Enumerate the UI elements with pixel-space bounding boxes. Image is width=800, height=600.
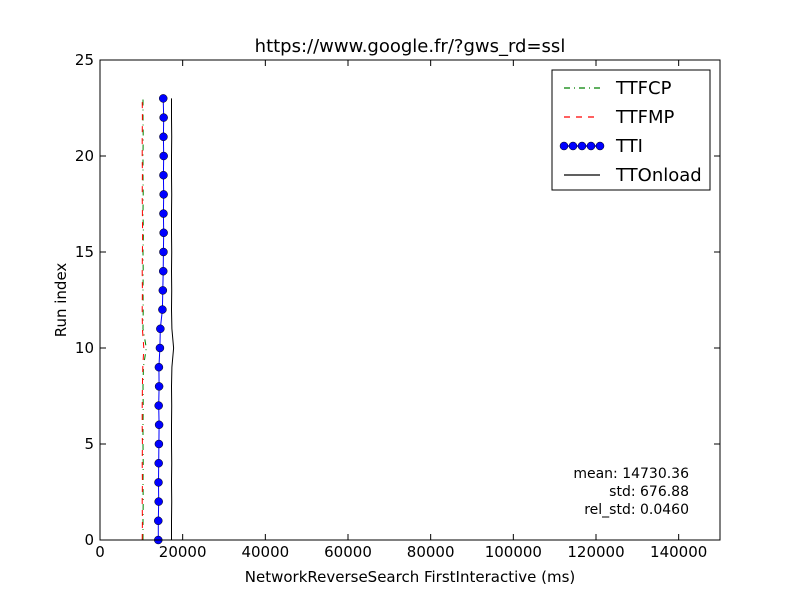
series-line-ttfcp <box>142 98 147 540</box>
series-point-tti <box>154 382 164 391</box>
legend-marker-tti <box>559 141 569 151</box>
y-tick-label: 10 <box>75 339 94 357</box>
y-tick-label: 15 <box>75 243 94 261</box>
series-point-tti <box>154 478 163 487</box>
x-tick-label: 40000 <box>241 543 289 561</box>
y-tick-label: 20 <box>75 147 94 165</box>
series-point-tti <box>158 94 168 103</box>
stats-box: mean: 14730.36 std: 676.88 rel_std: 0.04… <box>573 466 689 518</box>
series-point-tti <box>159 151 168 161</box>
series-point-tti <box>156 324 165 334</box>
legend-label-ttonload: TTOnload <box>615 165 702 186</box>
series-point-tti <box>158 266 168 276</box>
series-point-tti <box>158 305 167 314</box>
series-line-tti <box>157 98 165 540</box>
y-tick-label: 25 <box>75 51 94 69</box>
series-point-tti <box>159 170 168 180</box>
series-point-tti <box>154 458 163 468</box>
legend-label-tti: TTI <box>615 136 643 157</box>
series-point-tti <box>159 228 168 238</box>
series-point-tti <box>154 401 163 410</box>
y-axis-label: Run index <box>52 263 70 338</box>
x-tick-label: 140000 <box>650 543 707 561</box>
x-tick-label: 120000 <box>567 543 624 561</box>
x-tick-label: 20000 <box>159 543 207 561</box>
stats-mean: mean: 14730.36 <box>573 466 689 482</box>
stats-rel-std: rel_std: 0.0460 <box>584 502 689 518</box>
series-point-tti <box>154 420 164 430</box>
series-point-tti <box>154 362 164 372</box>
chart-title: https://www.google.fr/?gws_rd=ssl <box>255 36 566 57</box>
legend-marker-tti <box>568 141 578 151</box>
plot-frame <box>99 59 721 541</box>
legend-marker-tti <box>577 141 587 151</box>
legend-label-ttfmp: TTFMP <box>615 107 675 128</box>
x-tick-label: 60000 <box>324 543 372 561</box>
legend-frame <box>551 69 711 191</box>
legend-marker-tti <box>595 141 605 151</box>
series-point-tti <box>159 247 168 257</box>
series-point-tti <box>155 343 165 353</box>
series-point-tti <box>154 439 164 449</box>
series-point-tti <box>159 132 168 142</box>
legend-label-ttfcp: TTFCP <box>615 78 672 99</box>
x-tick-label: 0 <box>95 543 105 561</box>
x-tick-label: 80000 <box>407 543 455 561</box>
series-line-ttfmp <box>141 98 145 541</box>
x-axis-label: NetworkReverseSearch FirstInteractive (m… <box>245 568 576 586</box>
legend: TTFCP TTFMP TTI TTOnload <box>551 69 711 191</box>
stats-std: std: 676.88 <box>609 484 689 500</box>
series-point-tti <box>159 113 168 122</box>
series-line-ttonload <box>170 98 175 540</box>
x-tick-label: 100000 <box>485 543 542 561</box>
series-point-tti <box>154 497 163 506</box>
y-tick-label: 0 <box>84 531 94 549</box>
y-tick-label: 5 <box>84 435 94 453</box>
series-point-tti <box>159 190 168 199</box>
series-point-tti <box>159 209 168 218</box>
series-point-tti <box>154 516 163 526</box>
series-point-tti <box>158 286 168 295</box>
legend-marker-tti <box>586 141 596 151</box>
